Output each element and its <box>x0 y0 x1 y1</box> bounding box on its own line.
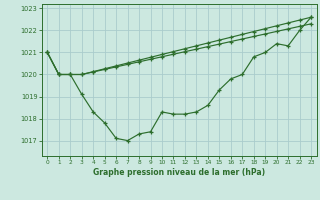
X-axis label: Graphe pression niveau de la mer (hPa): Graphe pression niveau de la mer (hPa) <box>93 168 265 177</box>
